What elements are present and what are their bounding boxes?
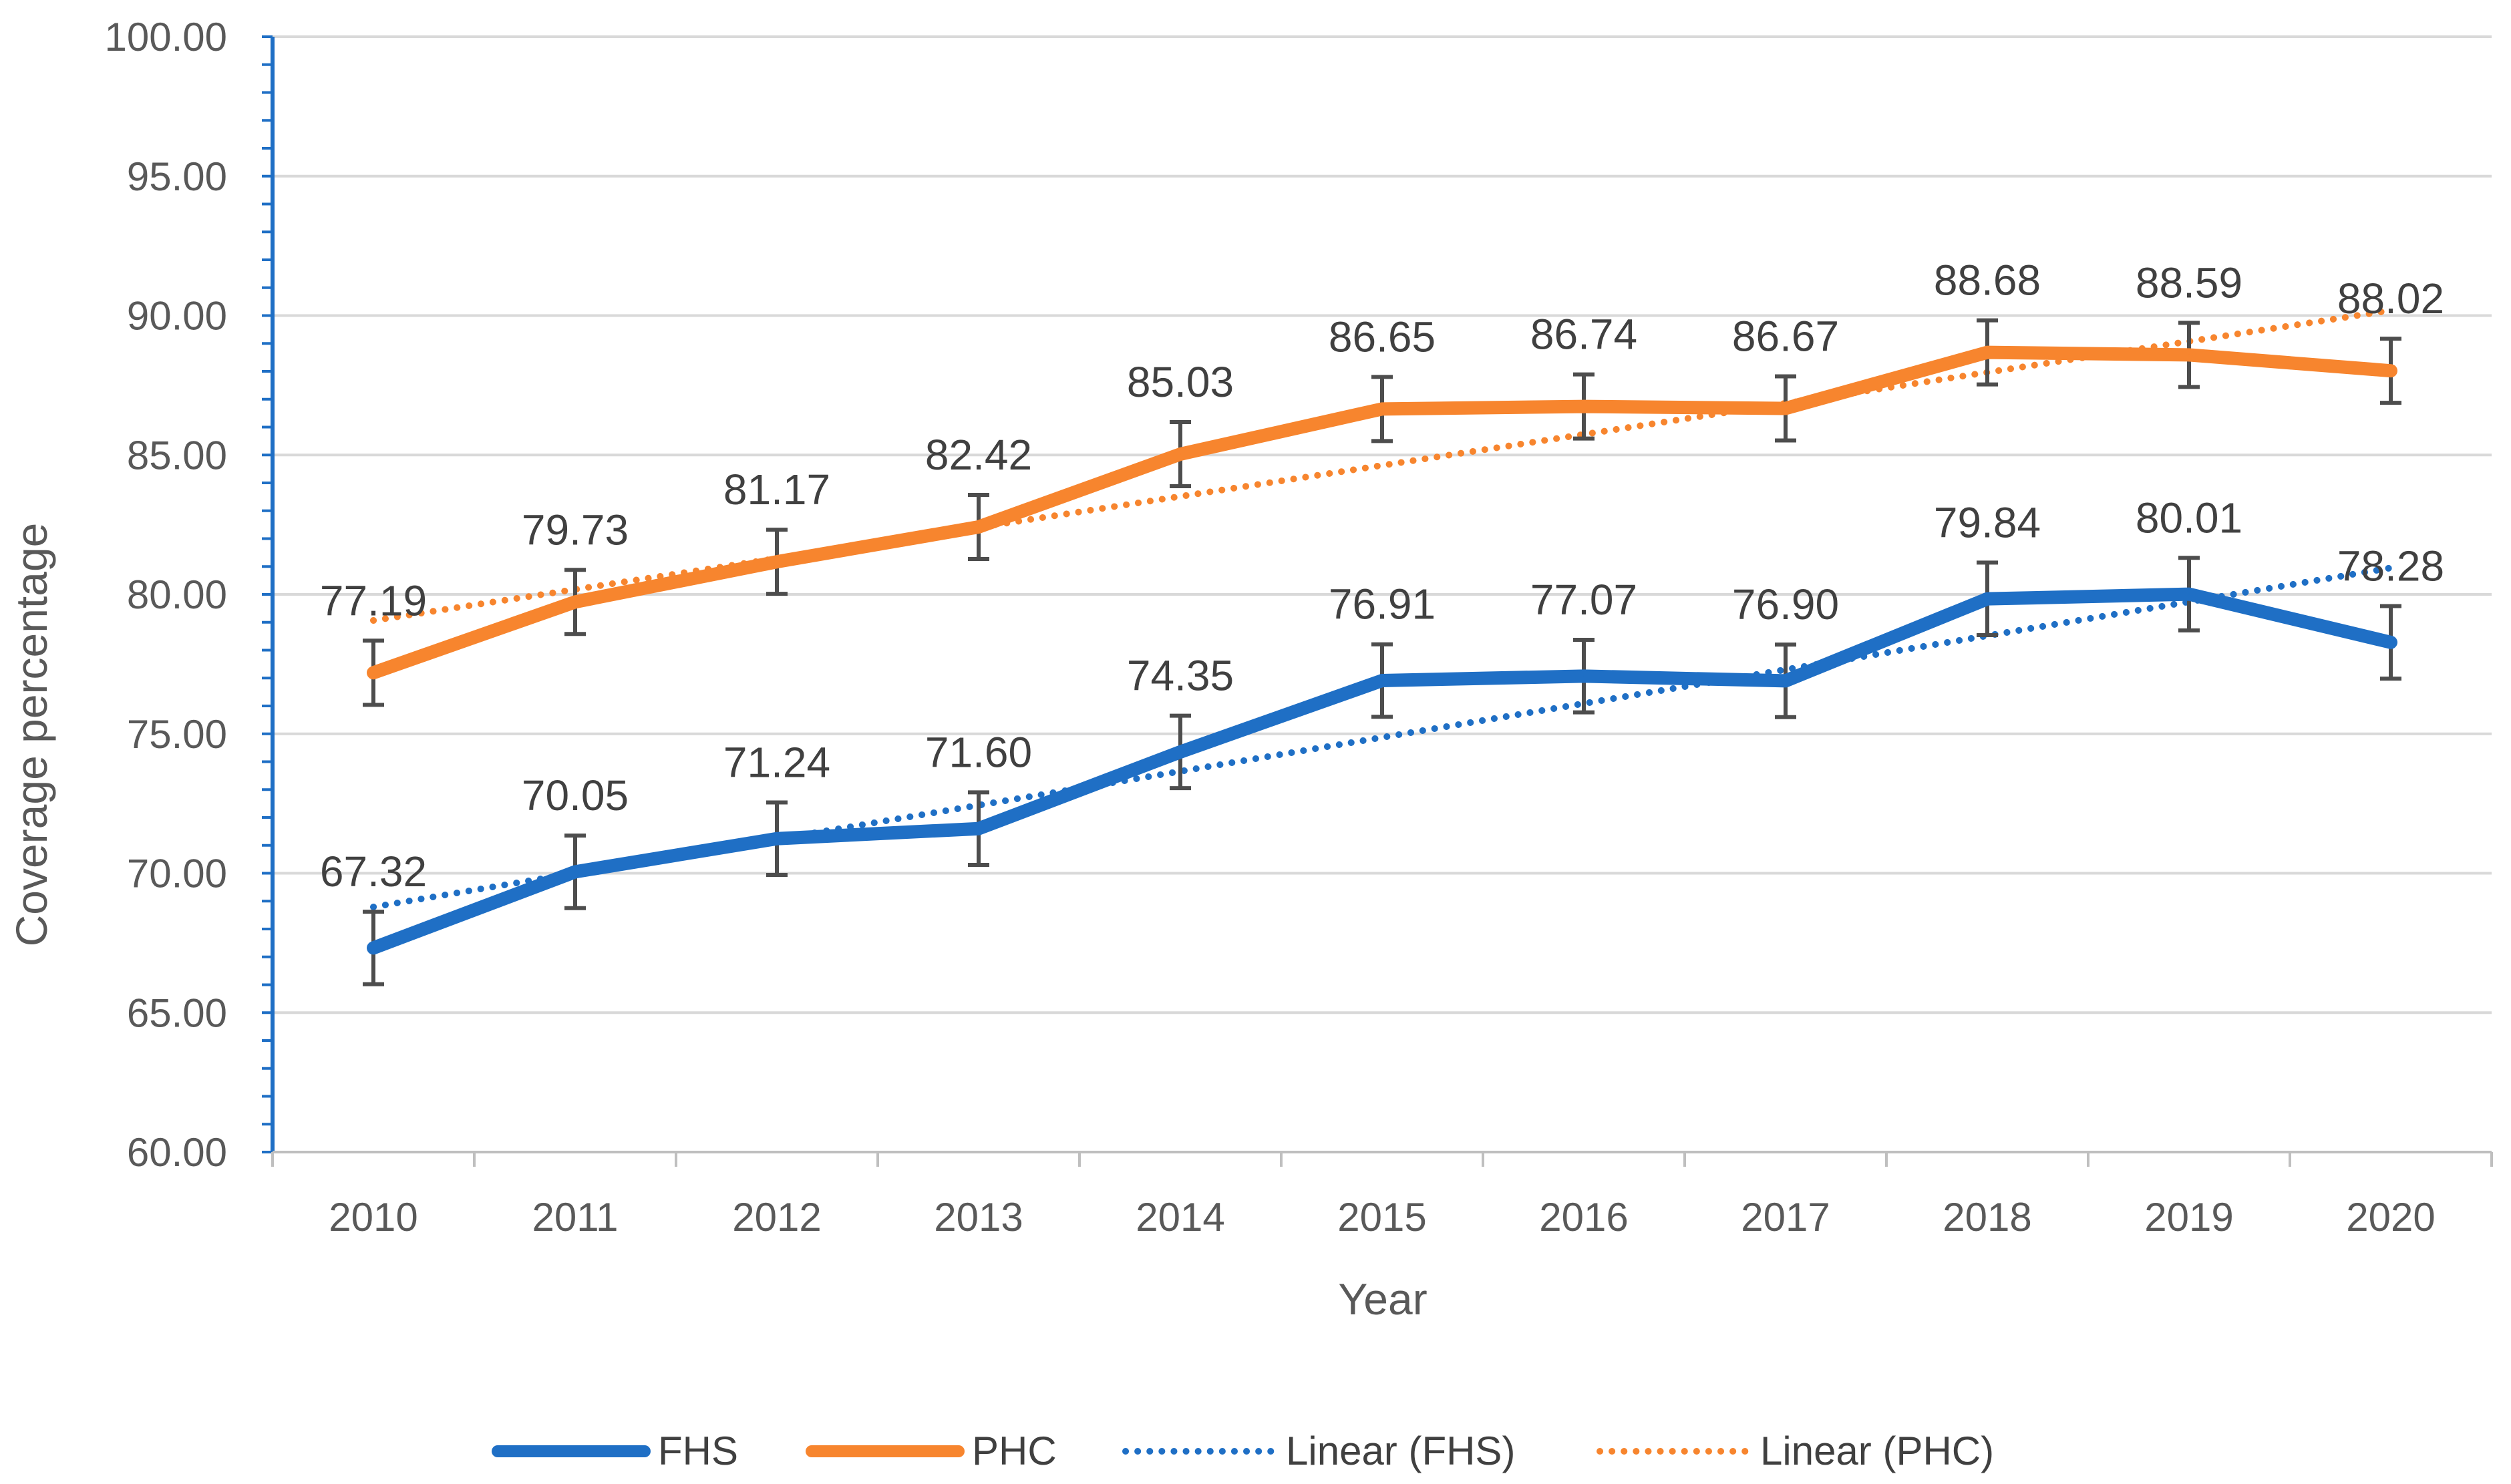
data-label-phc: 79.73 bbox=[522, 506, 629, 554]
x-tick-label: 2015 bbox=[1337, 1195, 1426, 1240]
x-tick-label: 2012 bbox=[732, 1195, 821, 1240]
data-point-fhs bbox=[1381, 680, 1383, 682]
x-tick-label: 2010 bbox=[329, 1195, 417, 1240]
data-point-phc bbox=[2188, 354, 2190, 356]
data-label-phc: 85.03 bbox=[1127, 358, 1234, 406]
data-point-phc bbox=[574, 601, 576, 603]
legend-label-linear-phc: Linear (PHC) bbox=[1760, 1429, 1994, 1473]
data-label-fhs: 71.60 bbox=[925, 728, 1032, 776]
data-point-fhs bbox=[978, 827, 979, 829]
data-label-fhs: 76.90 bbox=[1732, 580, 1839, 628]
y-tick-label: 100.00 bbox=[104, 15, 227, 59]
data-label-fhs: 77.07 bbox=[1530, 576, 1637, 624]
data-point-fhs bbox=[776, 838, 778, 840]
x-tick-label: 2020 bbox=[2346, 1195, 2435, 1240]
data-point-fhs bbox=[574, 871, 576, 873]
x-tick-label: 2017 bbox=[1741, 1195, 1830, 1240]
data-point-phc bbox=[1785, 407, 1786, 409]
x-tick-label: 2019 bbox=[2144, 1195, 2233, 1240]
y-tick-label: 90.00 bbox=[127, 294, 227, 339]
data-label-fhs: 70.05 bbox=[522, 771, 629, 819]
legend-item-fhs[interactable]: FHS bbox=[492, 1429, 738, 1473]
legend-item-linear-phc[interactable]: Linear (PHC) bbox=[1597, 1429, 1994, 1473]
x-tick-label: 2018 bbox=[1943, 1195, 2031, 1240]
data-label-fhs: 67.32 bbox=[320, 848, 427, 896]
y-tick-label: 80.00 bbox=[127, 572, 227, 617]
data-label-fhs: 76.91 bbox=[1329, 580, 1436, 628]
data-label-fhs: 71.24 bbox=[723, 738, 830, 786]
data-point-fhs bbox=[1583, 675, 1584, 677]
data-point-phc bbox=[2390, 370, 2391, 372]
data-label-phc: 81.17 bbox=[723, 466, 830, 514]
data-point-fhs bbox=[1180, 751, 1181, 753]
data-point-phc bbox=[978, 526, 979, 528]
y-tick-label: 60.00 bbox=[127, 1130, 227, 1175]
data-labels: 67.32 70.05 71.24 71.60 74.35 76.91 77.07 76.90… bbox=[320, 256, 2444, 896]
legend-item-phc[interactable]: PHC bbox=[806, 1429, 1057, 1473]
data-label-phc: 77.19 bbox=[320, 576, 427, 624]
legend-label-fhs: FHS bbox=[658, 1429, 738, 1473]
legend-label-linear-fhs: Linear (FHS) bbox=[1286, 1429, 1515, 1473]
x-axis-title: Year bbox=[1338, 1274, 1427, 1324]
data-point-fhs bbox=[1987, 598, 1988, 600]
y-tick-label: 75.00 bbox=[127, 712, 227, 757]
data-point-phc bbox=[1180, 453, 1181, 455]
data-point-fhs bbox=[2390, 641, 2391, 643]
data-label-phc: 86.67 bbox=[1732, 313, 1839, 361]
data-point-fhs bbox=[1785, 680, 1786, 682]
y-tick-label: 70.00 bbox=[127, 852, 227, 896]
series-lines bbox=[367, 345, 2397, 955]
data-label-phc: 88.68 bbox=[1934, 256, 2041, 305]
data-point-phc bbox=[1381, 408, 1383, 410]
data-label-fhs: 79.84 bbox=[1934, 498, 2041, 546]
data-label-fhs: 80.01 bbox=[2136, 494, 2242, 542]
data-point-fhs bbox=[373, 947, 374, 949]
legend-label-phc: PHC bbox=[972, 1429, 1057, 1473]
data-label-phc: 88.59 bbox=[2136, 258, 2242, 307]
legend: FHS PHC Linear (FHS) Linear (PHC) bbox=[492, 1429, 1994, 1473]
data-label-phc: 88.02 bbox=[2337, 274, 2444, 323]
data-label-phc: 86.65 bbox=[1329, 313, 1436, 361]
y-tick-label: 85.00 bbox=[127, 433, 227, 478]
data-point-phc bbox=[776, 561, 778, 563]
data-point-fhs bbox=[2188, 593, 2190, 595]
y-tick-label: 65.00 bbox=[127, 990, 227, 1035]
data-point-phc bbox=[373, 672, 374, 674]
x-tick-label: 2011 bbox=[532, 1195, 618, 1240]
legend-item-linear-fhs[interactable]: Linear (FHS) bbox=[1122, 1429, 1515, 1473]
axes: 60.00 65.00 70.00 75.00 80.00 85.00 90.00 95.00… bbox=[104, 15, 2493, 1240]
data-label-phc: 82.42 bbox=[925, 431, 1032, 479]
x-tick-label: 2014 bbox=[1136, 1195, 1224, 1240]
error-bars bbox=[363, 318, 2401, 986]
x-tick-label: 2013 bbox=[934, 1195, 1023, 1240]
data-label-fhs: 74.35 bbox=[1127, 652, 1234, 700]
y-tick-label: 95.00 bbox=[127, 154, 227, 199]
data-label-phc: 86.74 bbox=[1530, 311, 1637, 359]
data-point-phc bbox=[1583, 405, 1584, 407]
data-label-fhs: 78.28 bbox=[2337, 542, 2444, 590]
data-point-phc bbox=[1987, 351, 1988, 353]
x-tick-label: 2016 bbox=[1539, 1195, 1628, 1240]
y-axis-title: Coverage percentage bbox=[7, 523, 56, 947]
